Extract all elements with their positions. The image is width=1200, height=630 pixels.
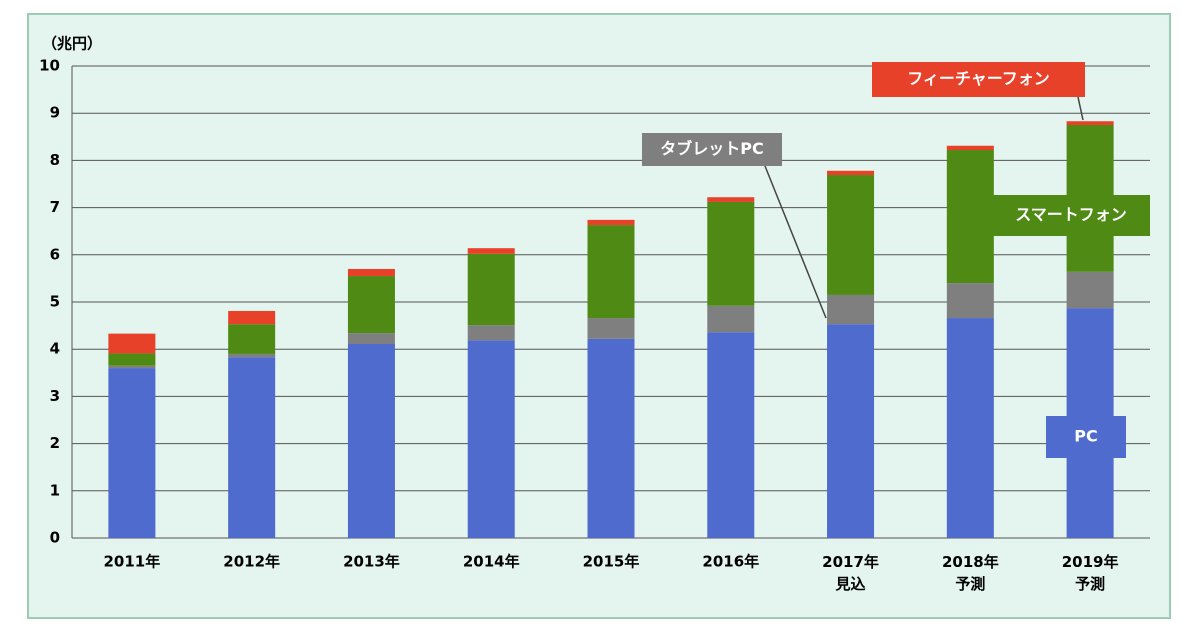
bar-segment	[946, 283, 994, 319]
bar-segment	[347, 276, 395, 334]
x-tick-label: 2012年	[223, 553, 280, 571]
bar-segment	[108, 368, 156, 538]
legend-label: タブレットPC	[660, 139, 763, 158]
bar-segment	[347, 344, 395, 538]
y-tick-label: 8	[50, 151, 60, 169]
legend-box	[992, 195, 1150, 236]
x-tick-label: 2014年	[463, 553, 520, 571]
legend-label: フィーチャーフォン	[907, 69, 1050, 88]
y-tick-label: 3	[50, 387, 60, 405]
callout-line	[764, 165, 827, 319]
bar-segment	[587, 338, 635, 538]
legend-box	[872, 62, 1085, 97]
bar-segment	[228, 353, 276, 358]
bar-segment	[228, 310, 276, 325]
y-axis-label: （兆円）	[42, 35, 102, 53]
y-tick-label: 10	[39, 57, 60, 75]
x-tick-label: 2018年予測	[942, 553, 999, 593]
x-tick-label: 2016年	[702, 553, 759, 571]
legend-box	[1046, 416, 1126, 458]
bar-segment	[347, 333, 395, 345]
bar-segment	[946, 145, 994, 151]
bar-segment	[946, 318, 994, 538]
callout-line	[1077, 96, 1084, 121]
bar-segment	[347, 268, 395, 277]
x-tick-label: 2013年	[343, 553, 400, 571]
bar-segment	[707, 305, 755, 333]
bar-segment	[707, 332, 755, 538]
bar-segment	[108, 365, 156, 369]
bar-segment	[587, 318, 635, 339]
bar-segment	[467, 325, 515, 341]
legend-label: スマートフォン	[1015, 205, 1127, 224]
bar-segment	[108, 333, 156, 354]
bar-segment	[467, 248, 515, 254]
bar-segment	[827, 170, 875, 176]
y-tick-label: 7	[50, 198, 60, 216]
legend-box	[642, 133, 782, 166]
bar-segment	[228, 324, 276, 354]
bar-segment	[228, 357, 276, 538]
bar-segment	[587, 225, 635, 319]
x-tick-label: 2011年	[104, 553, 161, 571]
bar-segment	[467, 340, 515, 538]
bar-segment	[827, 175, 875, 295]
y-tick-label: 5	[50, 293, 60, 311]
y-tick-label: 6	[50, 245, 60, 263]
bar-segment	[707, 201, 755, 306]
bar-segment	[108, 353, 156, 366]
y-tick-label: 0	[50, 529, 60, 547]
x-tick-label: 2015年	[583, 553, 640, 571]
bar-segment	[946, 150, 994, 284]
bar-segment	[1066, 271, 1114, 309]
x-tick-label: 2017年見込	[822, 553, 879, 593]
y-tick-label: 2	[50, 434, 60, 452]
legend-label: PC	[1074, 427, 1097, 446]
bar-segment	[587, 219, 635, 226]
bar-segment	[827, 294, 875, 325]
bar-segment	[1066, 121, 1114, 125]
bar-segment	[467, 253, 515, 326]
bar-segment	[707, 197, 755, 202]
y-tick-label: 1	[50, 481, 60, 499]
y-tick-label: 4	[50, 340, 60, 358]
y-tick-label: 9	[50, 104, 60, 122]
bar-segment	[827, 324, 875, 538]
x-tick-label: 2019年予測	[1062, 553, 1119, 593]
